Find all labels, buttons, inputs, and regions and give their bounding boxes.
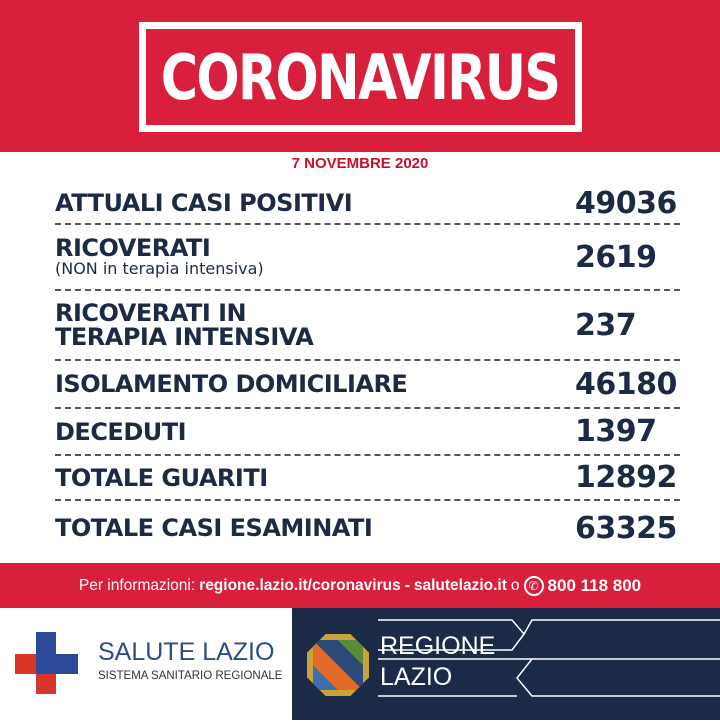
stat-row: TOTALE GUARITI 12892 [55, 456, 680, 501]
stat-label: TOTALE CASI ESAMINATI [55, 514, 373, 542]
lazio-label: LAZIO [380, 663, 453, 691]
stat-label: TOTALE GUARITI [55, 463, 268, 492]
stat-value: 12892 [575, 460, 677, 495]
stat-value: 2619 [575, 239, 657, 275]
stat-label: ATTUALI CASI POSITIVI [55, 189, 353, 217]
link-salutelazio[interactable]: salutelazio.it [413, 576, 507, 594]
header-banner: CORONAVIRUS [0, 0, 720, 152]
stat-label-line2: TERAPIA INTENSIVA [55, 323, 314, 351]
page-title: CORONAVIRUS [161, 40, 561, 114]
stat-row: RICOVERATI IN TERAPIA INTENSIVA 237 [55, 291, 680, 361]
regione-lazio-emblem-icon [307, 634, 369, 696]
info-separator: - [404, 576, 410, 594]
stat-label: RICOVERATI (NON in terapia intensiva) [55, 236, 575, 278]
stat-label: DECEDUTI [55, 417, 187, 446]
phone-icon: ✆ [523, 575, 544, 596]
stat-sublabel: (NON in terapia intensiva) [55, 259, 264, 278]
salute-lazio-subtitle: SISTEMA SANITARIO REGIONALE [98, 670, 283, 682]
stat-row: ATTUALI CASI POSITIVI 49036 [55, 183, 680, 225]
stat-row: TOTALE CASI ESAMINATI 63325 [55, 503, 680, 553]
report-date: 7 NOVEMBRE 2020 [291, 155, 429, 172]
stat-label-main: RICOVERATI [55, 234, 211, 262]
title-box: CORONAVIRUS [139, 22, 582, 132]
stat-label: RICOVERATI IN TERAPIA INTENSIVA [55, 301, 575, 349]
stat-label: ISOLAMENTO DOMICILIARE [55, 370, 408, 398]
stat-label-line1: RICOVERATI IN [55, 299, 247, 327]
regione-label: REGIONE [380, 632, 496, 660]
salute-lazio-title: SALUTE LAZIO [98, 638, 275, 666]
info-bar: Per informazioni: regione.lazio.it/coron… [0, 563, 720, 608]
info-or: o [510, 576, 520, 594]
stat-value: 1397 [575, 414, 657, 449]
stat-value: 46180 [575, 366, 677, 402]
phone-number[interactable]: 800 118 800 [547, 575, 642, 595]
link-regione[interactable]: regione.lazio.it/coronavirus [199, 576, 401, 594]
stat-row: ISOLAMENTO DOMICILIARE 46180 [55, 361, 680, 409]
info-prefix: Per informazioni: [78, 576, 196, 594]
stat-value: 237 [575, 307, 637, 343]
stat-value: 63325 [575, 510, 677, 546]
stat-row: RICOVERATI (NON in terapia intensiva) 261… [55, 225, 680, 291]
stat-row: DECEDUTI 1397 [55, 409, 680, 456]
decorative-lines [378, 619, 720, 697]
stat-value: 49036 [575, 185, 677, 221]
